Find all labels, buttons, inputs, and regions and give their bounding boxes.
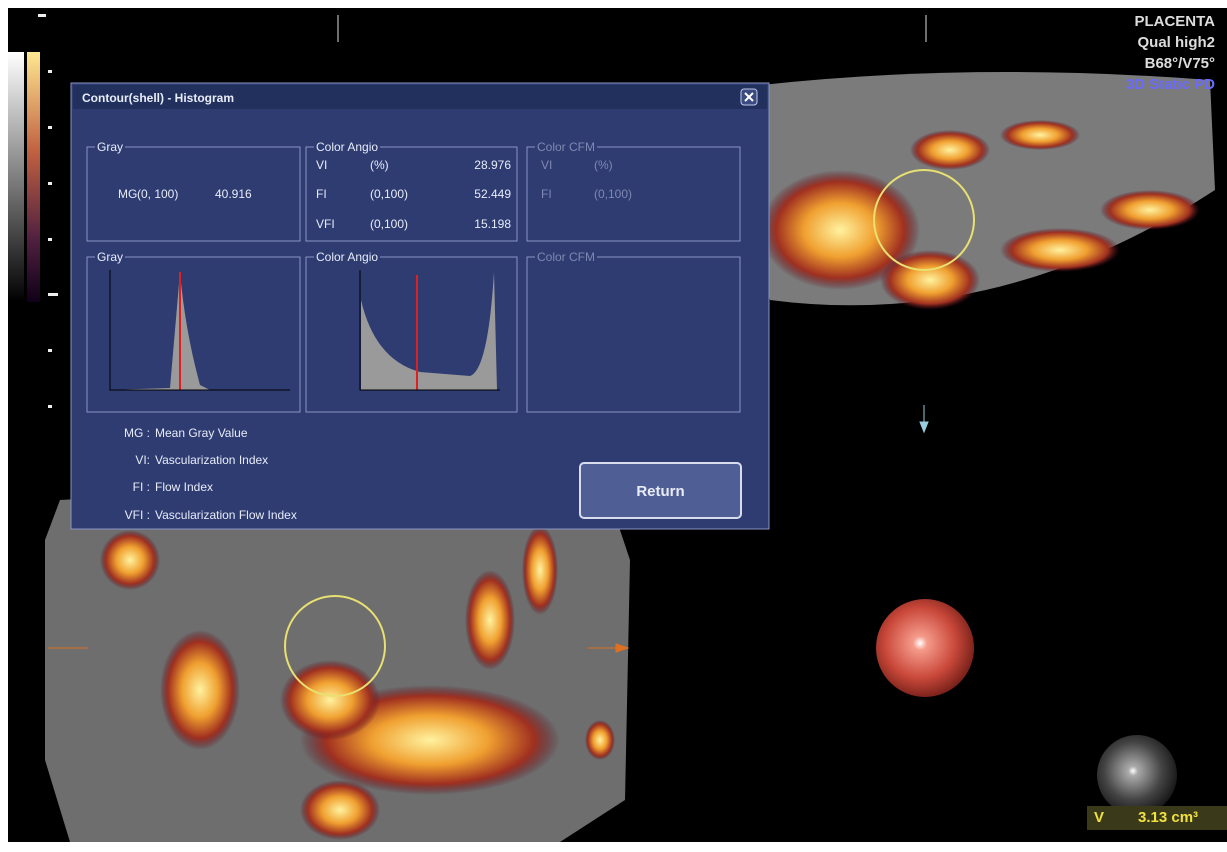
volume-label: V (1094, 809, 1105, 826)
desc: Flow Index (155, 480, 214, 494)
return-button[interactable] (579, 462, 742, 519)
value: 40.916 (215, 187, 252, 201)
label: VI (541, 158, 553, 172)
preset: PLACENTA (1134, 13, 1215, 30)
desc: Mean Gray Value (155, 426, 248, 440)
label: VI (316, 158, 328, 172)
legend-row: MG : Mean Gray Value (80, 426, 248, 440)
volume-box (1087, 806, 1227, 830)
label: MG (118, 187, 138, 201)
group-title: Gray (95, 140, 126, 154)
abbr: FI : (132, 480, 150, 494)
group-title: Color Angio (314, 140, 381, 154)
flow-colorbar (27, 52, 40, 302)
dialog (70, 82, 770, 530)
legend-row: VFI : Vascularization Flow Index (80, 508, 297, 522)
value: 15.198 (474, 217, 511, 231)
range: (%) (370, 158, 389, 172)
mode: 3D Static PD (1125, 76, 1215, 93)
group-title: Gray (95, 250, 126, 264)
group-title: Color CFM (535, 140, 598, 154)
marker (919, 405, 929, 434)
close-icon (744, 92, 754, 102)
reference-sphere (1097, 735, 1177, 815)
range: (%) (594, 158, 613, 172)
label: VFI (316, 217, 335, 231)
angles: B68°/V75° (1144, 55, 1215, 72)
range: (0,100) (370, 187, 409, 201)
range: (0, 100) (137, 187, 179, 201)
gray-histogram (109, 270, 290, 391)
scale-ticks (38, 14, 58, 408)
label: FI (541, 187, 552, 201)
group-title: Color Angio (314, 250, 381, 264)
desc: Vascularization Flow Index (155, 508, 297, 522)
volume-value: 3.13 cm³ (1138, 809, 1199, 826)
range: (0,100) (594, 187, 633, 201)
dialog-titlebar (73, 85, 767, 109)
flow-blobs (100, 120, 1200, 840)
roi-circle (873, 169, 975, 271)
group-title: Color CFM (535, 250, 598, 264)
range: (0,100) (370, 217, 409, 231)
angio-histogram (359, 270, 500, 391)
abbr: VI: (135, 453, 150, 467)
group-frames (86, 146, 741, 413)
desc: Vascularization Index (155, 453, 269, 467)
orientation-sphere (876, 599, 974, 697)
abbr: VFI : (124, 508, 150, 522)
legend-row: FI : Flow Index (80, 480, 213, 494)
abbr: MG : (124, 426, 150, 440)
value: 28.976 (474, 158, 511, 172)
marker (588, 643, 630, 653)
legend-row: VI: Vascularization Index (80, 453, 268, 467)
quality: Qual high2 (1137, 34, 1215, 51)
roi-circle (284, 595, 386, 697)
gray-colorbar (8, 52, 24, 302)
value: 52.449 (474, 187, 511, 201)
dialog-title: Contour(shell) - Histogram (82, 91, 234, 105)
label: FI (316, 187, 327, 201)
